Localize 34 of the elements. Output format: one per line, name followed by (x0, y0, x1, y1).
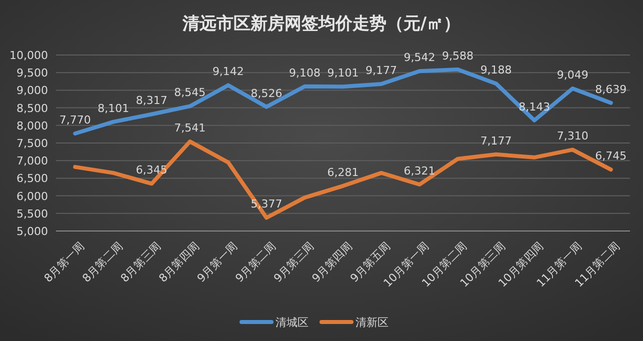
data-label: 9,177 (366, 64, 398, 77)
y-tick-label: 7,000 (16, 154, 48, 168)
data-label: 9,049 (556, 68, 588, 82)
y-tick-label: 8,000 (16, 119, 48, 132)
data-label: 9,101 (327, 66, 359, 80)
data-label: 9,188 (480, 64, 512, 77)
y-tick-label: 5,000 (16, 225, 48, 238)
data-label: 6,745 (595, 150, 627, 163)
data-label: 8,545 (174, 86, 206, 100)
y-tick-label: 6,000 (16, 190, 48, 203)
data-label: 8,526 (250, 86, 282, 100)
y-tick-label: 5,500 (16, 207, 48, 220)
data-label: 8,101 (98, 102, 130, 115)
data-label: 7,541 (174, 122, 206, 135)
data-label: 7,310 (556, 130, 588, 143)
data-label: 8,639 (595, 82, 627, 96)
y-tick-label: 7,500 (16, 137, 48, 150)
y-tick-label: 9,000 (16, 84, 48, 98)
data-label: 9,542 (404, 51, 436, 64)
data-label: 7,770 (59, 113, 91, 126)
data-label: 9,142 (212, 65, 244, 78)
legend-label: 清城区 (276, 316, 308, 329)
data-label: 8,317 (136, 94, 168, 108)
data-label: 7,177 (480, 134, 512, 148)
data-label: 6,321 (404, 164, 436, 178)
y-tick-label: 6,500 (16, 172, 48, 186)
chart-title: 清远市区新房网签均价走势（元/㎡） (181, 14, 461, 34)
data-label: 9,108 (288, 66, 320, 80)
y-tick-label: 10,000 (10, 49, 48, 62)
data-label: 6,281 (327, 166, 359, 179)
data-label: 9,588 (442, 50, 474, 62)
legend-label: 清新区 (356, 316, 388, 329)
y-tick-label: 9,500 (16, 66, 48, 80)
y-tick-label: 8,500 (16, 102, 48, 115)
